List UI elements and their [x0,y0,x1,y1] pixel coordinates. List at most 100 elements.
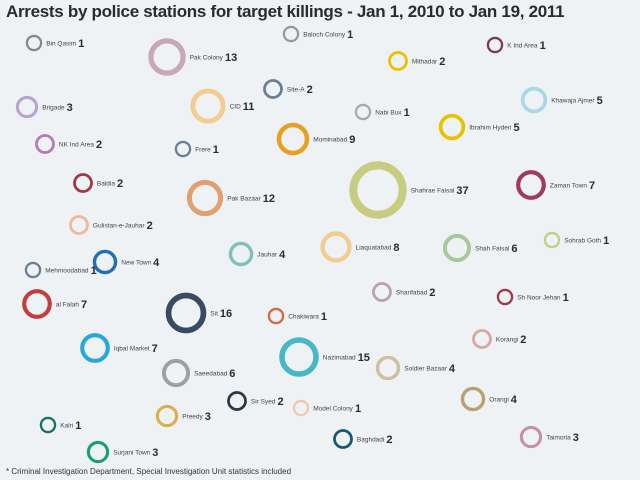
bubble-mominabad: Mominabad 9 [276,122,355,156]
bubble-khawaja-ajmer: Khawaja Ajmer 5 [520,86,603,114]
bubble-mark-nabi-bux [354,103,372,121]
bubble-value-sohrab-goth: 1 [603,235,609,247]
bubble-label-site-a: Site-A [287,87,305,94]
bubble-chakiwara: Chakiwara 1 [267,307,327,325]
bubble-label-zaman-town: Zaman Town [550,183,587,190]
bubble-mark-k-ind-area [486,36,504,54]
bubble-value-nabi-bux: 1 [404,107,410,119]
bubble-label-surjani-town: Surjani Town [113,450,150,457]
bubble-brigade: Brigade 3 [15,95,73,119]
bubble-mark-baloch-colony [282,25,300,43]
bubble-label-k-ind-area: K Ind Area [507,43,538,50]
bubble-value-nazimabad: 15 [358,352,370,364]
bubble-mark-iqbal-market [80,333,110,363]
bubble-model-colony: Model Colony 1 [292,399,361,417]
bubble-ibrahim-hyderi: Ibrahim Hyderi 5 [438,113,520,141]
bubble-mark-sit [165,292,207,334]
bubble-label-baldia: Baldia [97,181,115,188]
bubble-label-saeedabad: Saeedabad [194,371,228,378]
bubble-mark-korangi [472,329,492,349]
bubble-mark-sir-syed [227,391,247,411]
bubble-korangi: Korangi 2 [472,329,526,349]
bubble-label-chakiwara: Chakiwara [288,314,319,321]
bubble-label-sir-syed: Sir Syed [251,399,276,406]
bubble-value-frere: 1 [213,144,219,156]
bubble-mark-baghdadi [333,429,353,449]
bubble-label-shahrae-faisal: Shahrae Faisal [411,188,455,195]
bubble-mark-pak-bazaar [186,179,224,217]
bubble-mark-nk-ind-area [35,134,55,154]
bubble-label-shah-faisal: Shah Faisal [475,246,510,253]
bubble-nk-ind-area: NK Ind Area 2 [35,134,102,154]
bubble-value-sit: 16 [220,308,232,320]
bubble-label-nazimabad: Nazimabad [323,355,356,362]
bubble-mark-jauhar [228,241,254,267]
bubble-baghdadi: Baghdadi 2 [333,429,393,449]
bubble-mark-chakiwara [267,307,285,325]
bubble-mark-bin-qasim [25,34,43,52]
bubble-value-jauhar: 4 [279,249,286,261]
bubble-label-mithadar: Mithadar [412,59,438,66]
bubble-mithadar: Mithadar 2 [388,51,445,71]
bubble-label-sharifabad: Sharifabad [396,290,428,297]
bubble-value-mominabad: 9 [349,134,355,146]
bubble-cid: CID 11 [190,88,255,124]
bubble-label-jauhar: Jauhar [257,252,278,259]
bubble-label-model-colony: Model Colony [313,406,353,413]
bubble-mark-shah-faisal [442,233,472,263]
bubble-label-mominabad: Mominabad [313,137,347,144]
bubble-label-pak-colony: Pak Colony [190,55,224,62]
bubble-mark-liaquatabad [320,231,352,263]
bubble-iqbal-market: Iqbal Market 7 [80,333,158,363]
bubble-value-chakiwara: 1 [321,311,327,323]
bubble-mark-mehmoodabad [24,261,42,279]
bubble-mark-shahrae-faisal [349,161,407,219]
chart-footnote: * Criminal Investigation Department, Spe… [6,467,292,476]
bubble-label-preedy: Preedy [182,414,203,421]
bubble-value-orangi: 4 [511,394,518,406]
bubble-value-taimoria: 3 [573,432,579,444]
bubble-value-mithadar: 2 [439,56,445,68]
bubble-mark-zaman-town [516,170,546,200]
bubble-label-orangi: Orangi [489,397,509,404]
bubble-mark-new-town [92,249,118,275]
bubble-sir-syed: Sir Syed 2 [227,391,284,411]
bubble-label-gulistan-e-jauhar: Gulistan-e-Jauhar [93,223,145,230]
bubble-label-sohrab-goth: Sohrab Goth [564,238,601,245]
bubble-value-pak-bazaar: 12 [263,193,275,205]
bubble-value-ibrahim-hyderi: 5 [514,122,520,134]
bubble-label-nk-ind-area: NK Ind Area [59,142,94,149]
bubble-label-baloch-colony: Baloch Colony [303,32,346,39]
bubble-preedy: Preedy 3 [155,404,211,428]
bubble-k-ind-area: K Ind Area 1 [486,36,546,54]
bubble-label-khawaja-ajmer: Khawaja Ajmer [551,98,595,105]
bubble-mark-al-falah [22,289,52,319]
bubble-value-gulistan-e-jauhar: 2 [147,220,153,232]
bubble-mark-mithadar [388,51,408,71]
bubble-al-falah: al Falah 7 [22,289,87,319]
bubble-mark-pak-colony [148,38,186,76]
bubble-mark-surjani-town [86,440,110,464]
bubble-mark-sharifabad [372,282,392,302]
bubble-value-khawaja-ajmer: 5 [597,95,603,107]
bubble-frere: Frere 1 [174,140,219,158]
bubble-label-brigade: Brigade [42,105,65,112]
bubble-jauhar: Jauhar 4 [228,241,286,267]
bubble-kalri: Kalri 1 [39,416,81,434]
bubble-mehmoodabad: Mehmoodabad 1 [24,261,97,279]
bubble-surjani-town: Surjani Town 3 [86,440,158,464]
bubble-label-frere: Frere [195,147,211,154]
bubble-value-cid: 11 [243,101,255,113]
bubble-label-ibrahim-hyderi: Ibrahim Hyderi [469,125,511,132]
bubble-label-bin-qasim: Bin Qasim [46,41,76,48]
bubble-shah-faisal: Shah Faisal 6 [442,233,518,263]
bubble-value-pak-colony: 13 [225,52,237,64]
bubble-value-iqbal-market: 7 [152,343,158,355]
bubble-label-sit: Sit [210,311,218,318]
bubble-soldier-bazaar: Soldier Bazaar 4 [375,355,456,381]
bubble-sohrab-goth: Sohrab Goth 1 [543,231,609,249]
bubble-mark-preedy [155,404,179,428]
bubble-value-sir-syed: 2 [278,396,284,408]
bubble-label-baghdadi: Baghdadi [357,437,384,444]
bubble-value-surjani-town: 3 [152,447,158,459]
